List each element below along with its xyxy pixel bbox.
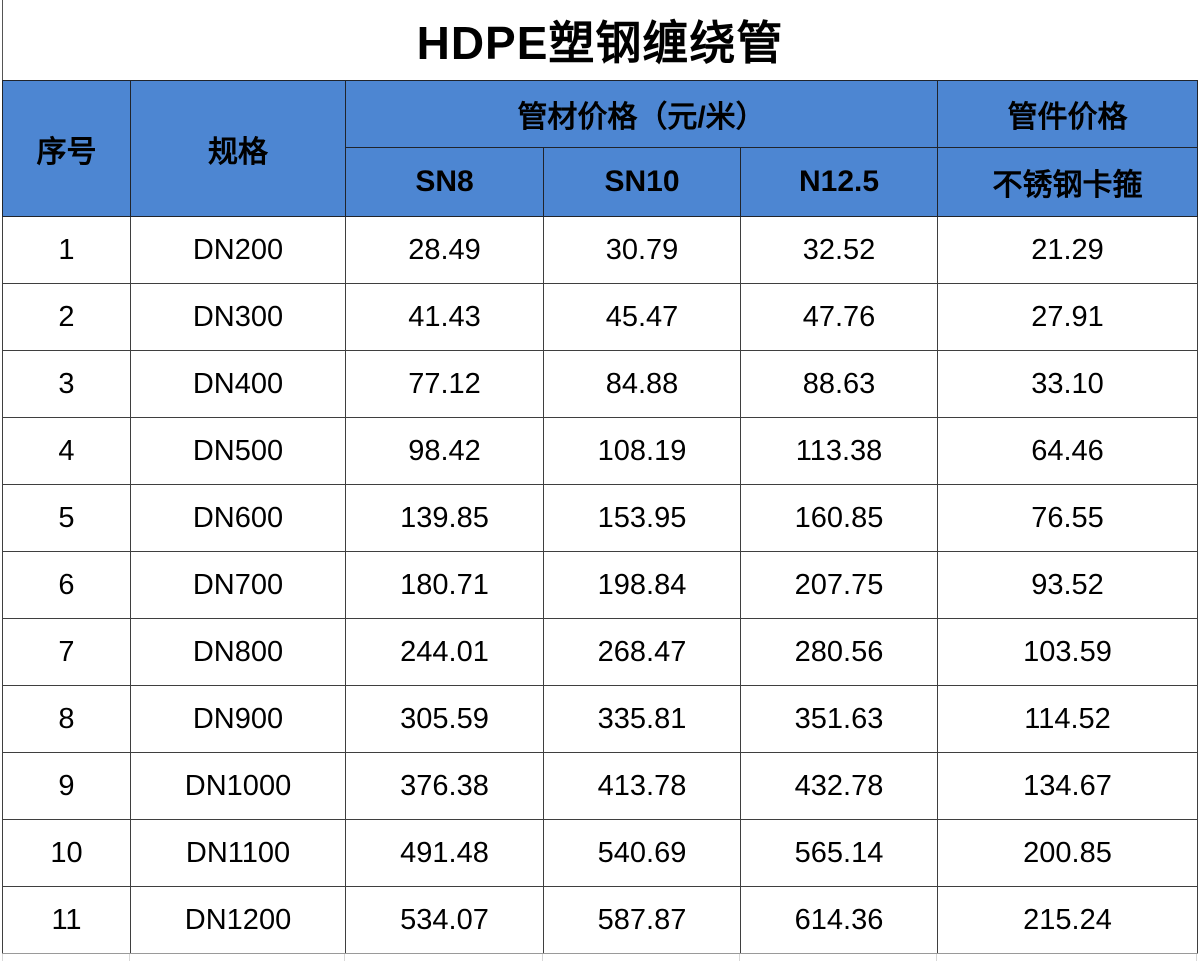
gridline-stub [937, 954, 1197, 961]
table-row: 11 DN1200 534.07 587.87 614.36 215.24 [2, 886, 1199, 954]
index-cell: 10 [2, 819, 131, 887]
clamp-price-cell: 76.55 [937, 484, 1199, 552]
sn8-price-cell: 77.12 [345, 350, 544, 418]
spec-cell: DN1000 [130, 752, 346, 820]
header-spec: 规格 [130, 80, 346, 217]
clamp-price-cell: 21.29 [937, 216, 1199, 284]
sn8-price-cell: 139.85 [345, 484, 544, 552]
table-row: 7 DN800 244.01 268.47 280.56 103.59 [2, 618, 1199, 686]
table-row: 5 DN600 139.85 153.95 160.85 76.55 [2, 484, 1199, 552]
sn8-price-cell: 41.43 [345, 283, 544, 351]
gridline-stub [130, 954, 345, 961]
header-pipe-price-group: 管材价格（元/米） [344, 80, 939, 148]
sn8-price-cell: 534.07 [345, 886, 544, 954]
n125-price-cell: 47.76 [739, 283, 939, 351]
spec-cell: DN600 [130, 484, 346, 552]
spec-cell: DN500 [130, 417, 346, 485]
n125-price-cell: 351.63 [739, 685, 939, 753]
clamp-price-cell: 114.52 [937, 685, 1199, 753]
table-row: 4 DN500 98.42 108.19 113.38 64.46 [2, 417, 1199, 485]
header-row-subcolumns: SN8 SN10 N12.5 不锈钢卡箍 [3, 147, 1199, 217]
clamp-price-cell: 27.91 [937, 283, 1199, 351]
index-cell: 11 [2, 886, 131, 954]
index-cell: 2 [2, 283, 131, 351]
n125-price-cell: 432.78 [739, 752, 939, 820]
n125-price-cell: 207.75 [739, 551, 939, 619]
page-title: HDPE塑钢缠绕管 [2, 0, 1197, 80]
sn10-price-cell: 30.79 [543, 216, 741, 284]
n125-price-cell: 160.85 [739, 484, 939, 552]
spec-cell: DN200 [130, 216, 346, 284]
table-row: 1 DN200 28.49 30.79 32.52 21.29 [2, 216, 1199, 284]
sn10-price-cell: 153.95 [543, 484, 741, 552]
gridline-stub [2, 954, 130, 961]
gridline-stub [740, 954, 937, 961]
table-body: 1 DN200 28.49 30.79 32.52 21.29 2 DN300 … [2, 216, 1199, 954]
index-cell: 3 [2, 350, 131, 418]
spec-cell: DN700 [130, 551, 346, 619]
index-cell: 9 [2, 752, 131, 820]
sn10-price-cell: 540.69 [543, 819, 741, 887]
header-sn10: SN10 [543, 147, 741, 217]
clamp-price-cell: 64.46 [937, 417, 1199, 485]
sn10-price-cell: 84.88 [543, 350, 741, 418]
index-cell: 4 [2, 417, 131, 485]
n125-price-cell: 280.56 [739, 618, 939, 686]
header-fitting-price-group: 管件价格 [937, 80, 1199, 148]
sn10-price-cell: 587.87 [543, 886, 741, 954]
gridline-stub [345, 954, 543, 961]
sn8-price-cell: 376.38 [345, 752, 544, 820]
sn10-price-cell: 413.78 [543, 752, 741, 820]
clamp-price-cell: 33.10 [937, 350, 1199, 418]
n125-price-cell: 614.36 [739, 886, 939, 954]
spec-cell: DN400 [130, 350, 346, 418]
spec-cell: DN300 [130, 283, 346, 351]
n125-price-cell: 88.63 [739, 350, 939, 418]
gridline-stubs [2, 954, 1197, 961]
sn8-price-cell: 98.42 [345, 417, 544, 485]
sn8-price-cell: 28.49 [345, 216, 544, 284]
index-cell: 7 [2, 618, 131, 686]
spec-cell: DN800 [130, 618, 346, 686]
table-header: 序号 规格 管材价格（元/米） 管件价格 SN8 SN10 N12.5 不锈钢卡… [2, 80, 1199, 217]
n125-price-cell: 565.14 [739, 819, 939, 887]
spec-cell: DN1200 [130, 886, 346, 954]
header-sn8: SN8 [345, 147, 544, 217]
sn8-price-cell: 491.48 [345, 819, 544, 887]
gridline-stub [543, 954, 740, 961]
table-row: 10 DN1100 491.48 540.69 565.14 200.85 [2, 819, 1199, 887]
sn10-price-cell: 335.81 [543, 685, 741, 753]
clamp-price-cell: 134.67 [937, 752, 1199, 820]
sn10-price-cell: 45.47 [543, 283, 741, 351]
sn8-price-cell: 180.71 [345, 551, 544, 619]
header-clamp: 不锈钢卡箍 [937, 147, 1199, 217]
index-cell: 5 [2, 484, 131, 552]
clamp-price-cell: 200.85 [937, 819, 1199, 887]
index-cell: 8 [2, 685, 131, 753]
clamp-price-cell: 215.24 [937, 886, 1199, 954]
table-row: 2 DN300 41.43 45.47 47.76 27.91 [2, 283, 1199, 351]
clamp-price-cell: 93.52 [937, 551, 1199, 619]
table-row: 6 DN700 180.71 198.84 207.75 93.52 [2, 551, 1199, 619]
price-table: 序号 规格 管材价格（元/米） 管件价格 SN8 SN10 N12.5 不锈钢卡… [2, 80, 1199, 954]
table-row: 3 DN400 77.12 84.88 88.63 33.10 [2, 350, 1199, 418]
sn8-price-cell: 305.59 [345, 685, 544, 753]
spec-cell: DN900 [130, 685, 346, 753]
sn8-price-cell: 244.01 [345, 618, 544, 686]
sn10-price-cell: 108.19 [543, 417, 741, 485]
table-row: 8 DN900 305.59 335.81 351.63 114.52 [2, 685, 1199, 753]
header-index: 序号 [2, 80, 131, 217]
header-n125: N12.5 [739, 147, 939, 217]
spec-cell: DN1100 [130, 819, 346, 887]
n125-price-cell: 113.38 [739, 417, 939, 485]
table-row: 9 DN1000 376.38 413.78 432.78 134.67 [2, 752, 1199, 820]
sn10-price-cell: 198.84 [543, 551, 741, 619]
n125-price-cell: 32.52 [739, 216, 939, 284]
index-cell: 6 [2, 551, 131, 619]
index-cell: 1 [2, 216, 131, 284]
header-row-groups: 序号 规格 管材价格（元/米） 管件价格 [2, 80, 1199, 217]
sn10-price-cell: 268.47 [543, 618, 741, 686]
clamp-price-cell: 103.59 [937, 618, 1199, 686]
